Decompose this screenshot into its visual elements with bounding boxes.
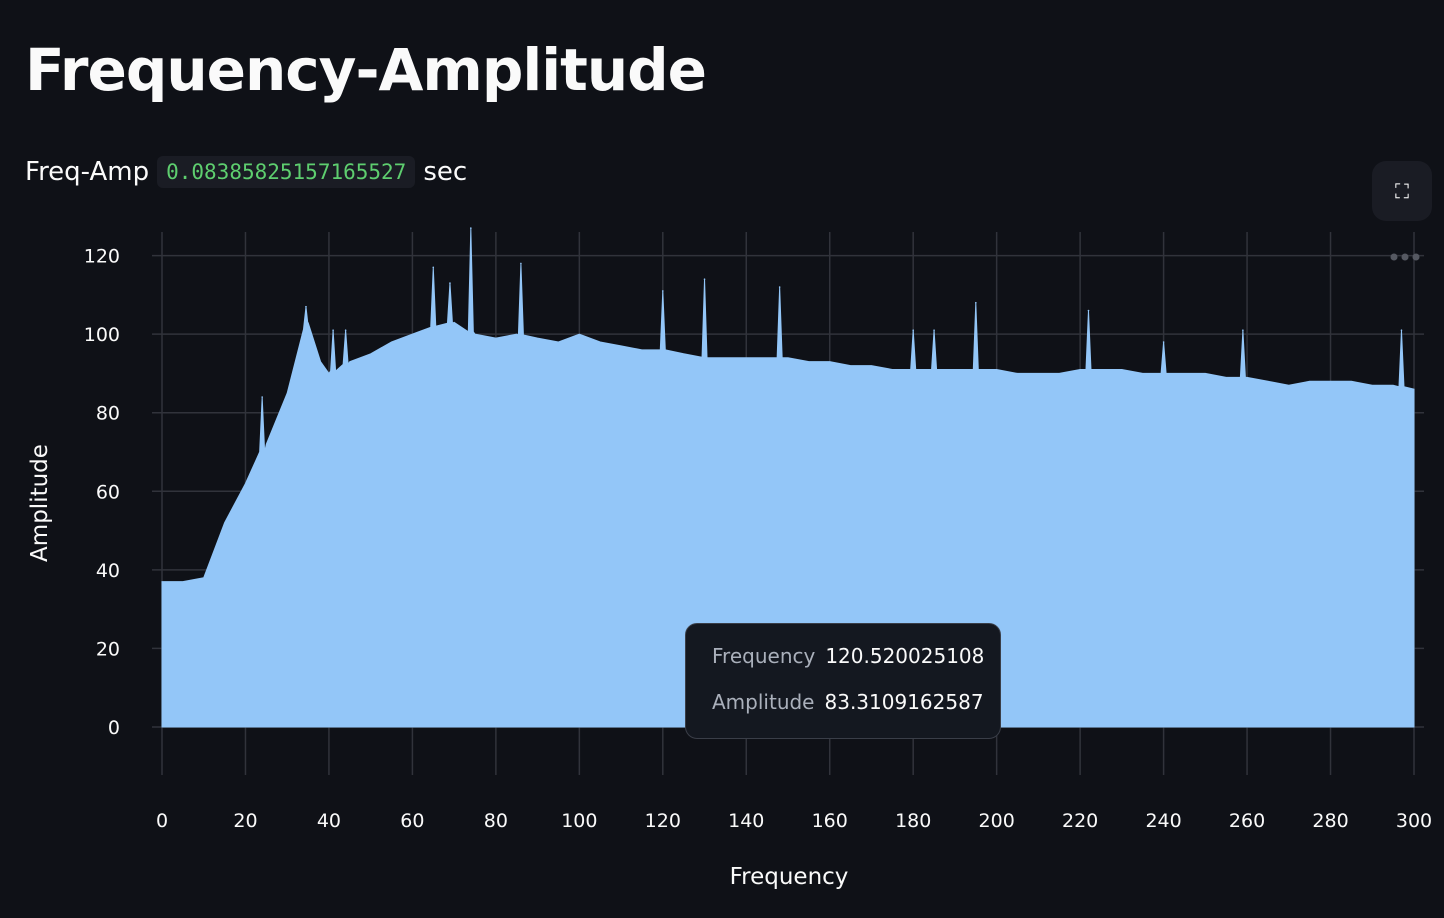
fullscreen-button[interactable]: ⛶ bbox=[1372, 161, 1432, 221]
x-tick-label: 140 bbox=[728, 810, 764, 832]
y-tick-label: 20 bbox=[96, 638, 120, 660]
tooltip-value: 120.520025108 bbox=[825, 644, 985, 668]
y-tick-label: 60 bbox=[96, 481, 120, 503]
peak-point bbox=[344, 329, 347, 332]
x-tick-label: 260 bbox=[1229, 810, 1265, 832]
more-options-dot bbox=[1401, 253, 1409, 261]
y-tick-label: 100 bbox=[84, 324, 120, 346]
subtitle-unit: sec bbox=[423, 157, 468, 187]
peak-point bbox=[1242, 329, 1244, 332]
x-tick-label: 120 bbox=[645, 810, 681, 832]
y-tick-label: 0 bbox=[108, 717, 120, 739]
peak-point bbox=[933, 329, 935, 332]
elapsed-time-value: 0.08385825157165527 bbox=[157, 156, 416, 188]
peak-point bbox=[1162, 341, 1165, 343]
peak-point bbox=[305, 305, 307, 308]
y-tick-label: 120 bbox=[84, 246, 120, 268]
more-options-dot bbox=[1390, 253, 1398, 261]
x-tick-label: 80 bbox=[484, 810, 508, 832]
x-tick-label: 300 bbox=[1396, 810, 1432, 832]
amplitude-area bbox=[161, 228, 1415, 728]
peak-point bbox=[662, 290, 664, 292]
peak-point bbox=[520, 262, 522, 265]
subtitle-label: Freq-Amp bbox=[25, 157, 150, 187]
tooltip-value: 83.3109162587 bbox=[824, 690, 984, 714]
peak-point bbox=[1400, 329, 1403, 332]
x-tick-label: 0 bbox=[156, 810, 168, 832]
x-tick-label: 280 bbox=[1312, 810, 1348, 832]
tooltip: Frequency 120.520025108 Amplitude 83.31091… bbox=[685, 623, 1001, 739]
peak-point bbox=[261, 396, 263, 398]
peak-point bbox=[1087, 309, 1090, 312]
fullscreen-icon: ⛶ bbox=[1395, 179, 1409, 203]
subtitle: Freq-Amp 0.08385825157165527 sec bbox=[25, 156, 467, 188]
peak-point bbox=[449, 282, 451, 284]
peak-point bbox=[470, 227, 472, 229]
peak-point bbox=[332, 329, 334, 332]
x-tick-label: 20 bbox=[233, 810, 257, 832]
x-tick-label: 160 bbox=[812, 810, 848, 832]
peak-point bbox=[912, 329, 914, 332]
tooltip-key: Frequency bbox=[712, 644, 816, 668]
x-tick-label: 60 bbox=[400, 810, 424, 832]
x-tick-label: 240 bbox=[1145, 810, 1181, 832]
x-tick-label: 40 bbox=[317, 810, 341, 832]
tooltip-key: Amplitude bbox=[712, 690, 815, 714]
peak-point bbox=[975, 301, 977, 304]
more-options-dot bbox=[1412, 253, 1420, 261]
y-tick-label: 80 bbox=[96, 403, 120, 425]
x-axis-label: Frequency bbox=[730, 864, 849, 890]
y-tick-label: 40 bbox=[96, 560, 120, 582]
peak-point bbox=[778, 286, 781, 288]
x-tick-label: 220 bbox=[1062, 810, 1098, 832]
peak-point bbox=[703, 278, 706, 280]
x-tick-label: 200 bbox=[979, 810, 1015, 832]
peak-point bbox=[432, 266, 435, 269]
page-title: Frequency-Amplitude bbox=[25, 36, 707, 104]
x-tick-label: 180 bbox=[895, 810, 931, 832]
x-tick-label: 100 bbox=[561, 810, 597, 832]
y-axis-label: Amplitude bbox=[27, 444, 53, 562]
